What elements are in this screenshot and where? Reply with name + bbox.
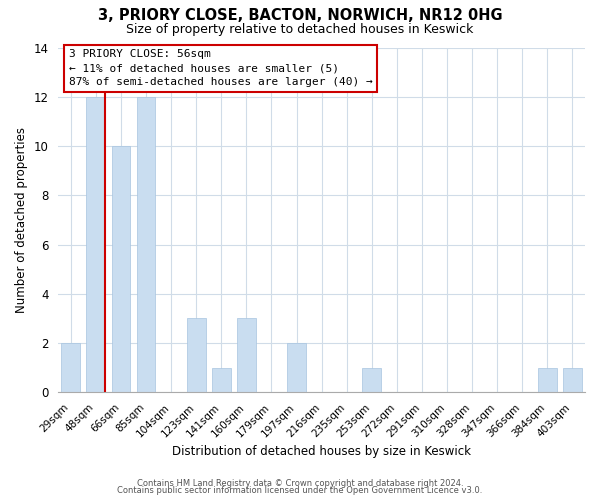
Text: Contains public sector information licensed under the Open Government Licence v3: Contains public sector information licen… xyxy=(118,486,482,495)
Bar xyxy=(538,368,557,392)
Bar xyxy=(61,343,80,392)
Text: 3 PRIORY CLOSE: 56sqm
← 11% of detached houses are smaller (5)
87% of semi-detac: 3 PRIORY CLOSE: 56sqm ← 11% of detached … xyxy=(69,49,373,87)
X-axis label: Distribution of detached houses by size in Keswick: Distribution of detached houses by size … xyxy=(172,444,471,458)
Bar xyxy=(237,318,256,392)
Text: Contains HM Land Registry data © Crown copyright and database right 2024.: Contains HM Land Registry data © Crown c… xyxy=(137,478,463,488)
Bar xyxy=(86,97,106,392)
Bar xyxy=(212,368,231,392)
Y-axis label: Number of detached properties: Number of detached properties xyxy=(15,127,28,313)
Bar xyxy=(287,343,306,392)
Bar xyxy=(187,318,206,392)
Bar xyxy=(137,97,155,392)
Bar xyxy=(563,368,582,392)
Bar xyxy=(362,368,381,392)
Bar xyxy=(112,146,130,392)
Text: Size of property relative to detached houses in Keswick: Size of property relative to detached ho… xyxy=(127,22,473,36)
Text: 3, PRIORY CLOSE, BACTON, NORWICH, NR12 0HG: 3, PRIORY CLOSE, BACTON, NORWICH, NR12 0… xyxy=(98,8,502,22)
